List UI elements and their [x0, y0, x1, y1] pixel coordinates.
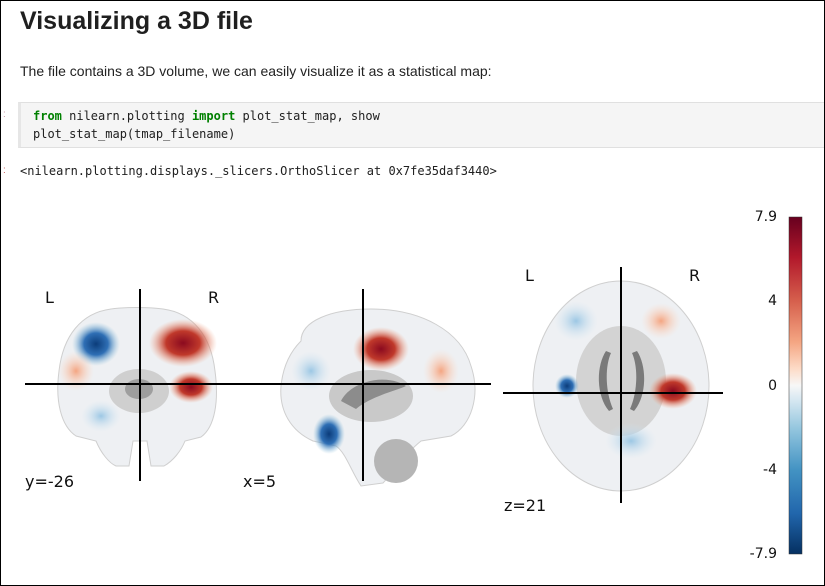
keyword-import: import — [191, 109, 236, 123]
colorbar-gradient — [788, 216, 803, 555]
coronal-weak-pos — [58, 351, 94, 391]
coronal-pos-cluster — [149, 319, 217, 367]
coronal-coord-label: y=-26 — [25, 472, 74, 491]
sagittal-cerebellum — [374, 439, 418, 483]
section-heading: Visualizing a 3D file — [20, 7, 253, 35]
coronal-left-label: L — [45, 288, 54, 307]
colorbar: 7.9 4 0 -4 -7.9 — [750, 209, 803, 562]
cell-output: <nilearn.plotting.displays._slicers.Orth… — [20, 164, 497, 178]
coronal-pos-cluster-2 — [169, 371, 213, 403]
colorbar-tick-neg4: -4 — [763, 462, 777, 478]
colorbar-max-label: 7.9 — [755, 209, 777, 225]
sagittal-panel: x=5 — [239, 289, 491, 491]
axial-right-ventricle — [630, 351, 645, 411]
sagittal-neg-cluster — [313, 414, 345, 454]
sagittal-pos-cluster — [353, 327, 409, 371]
axial-weak-pos-1 — [641, 303, 681, 339]
sagittal-corpus-callosum — [341, 379, 406, 409]
colorbar-tick-4: 4 — [768, 293, 777, 309]
cell-marker: : — [3, 109, 6, 120]
keyword-from: from — [33, 109, 62, 123]
axial-weak-neg-1 — [554, 301, 598, 341]
coronal-right-label: R — [208, 288, 219, 307]
axial-panel: L R z=21 — [503, 266, 723, 515]
axial-weak-neg-2 — [605, 423, 657, 459]
axial-pos-cluster — [649, 373, 697, 409]
sagittal-weak-pos — [423, 349, 459, 393]
coronal-weak-neg — [81, 400, 121, 432]
code-line-2: plot_stat_map(tmap_filename) — [33, 127, 236, 141]
sagittal-weak-neg — [291, 351, 331, 391]
colorbar-min-label: -7.9 — [750, 546, 777, 562]
axial-right-label: R — [689, 266, 700, 285]
coronal-panel: L R y=-26 — [25, 288, 239, 491]
axial-left-ventricle — [598, 351, 613, 411]
code-cell[interactable]: from nilearn.plotting import plot_stat_m… — [18, 102, 824, 148]
code-line-1: from nilearn.plotting import plot_stat_m… — [33, 109, 380, 123]
sagittal-coord-label: x=5 — [243, 472, 276, 491]
code-imports: plot_stat_map, show — [235, 109, 380, 123]
output-marker: : — [3, 165, 6, 176]
axial-neg-cluster — [555, 374, 579, 398]
code-module: nilearn.plotting — [61, 109, 192, 123]
intro-paragraph: The file contains a 3D volume, we can ea… — [20, 63, 492, 79]
stat-map-figure: L R y=-26 x=5 — [25, 209, 803, 562]
axial-coord-label: z=21 — [504, 496, 546, 515]
axial-left-label: L — [525, 266, 534, 285]
colorbar-tick-0: 0 — [768, 378, 777, 394]
